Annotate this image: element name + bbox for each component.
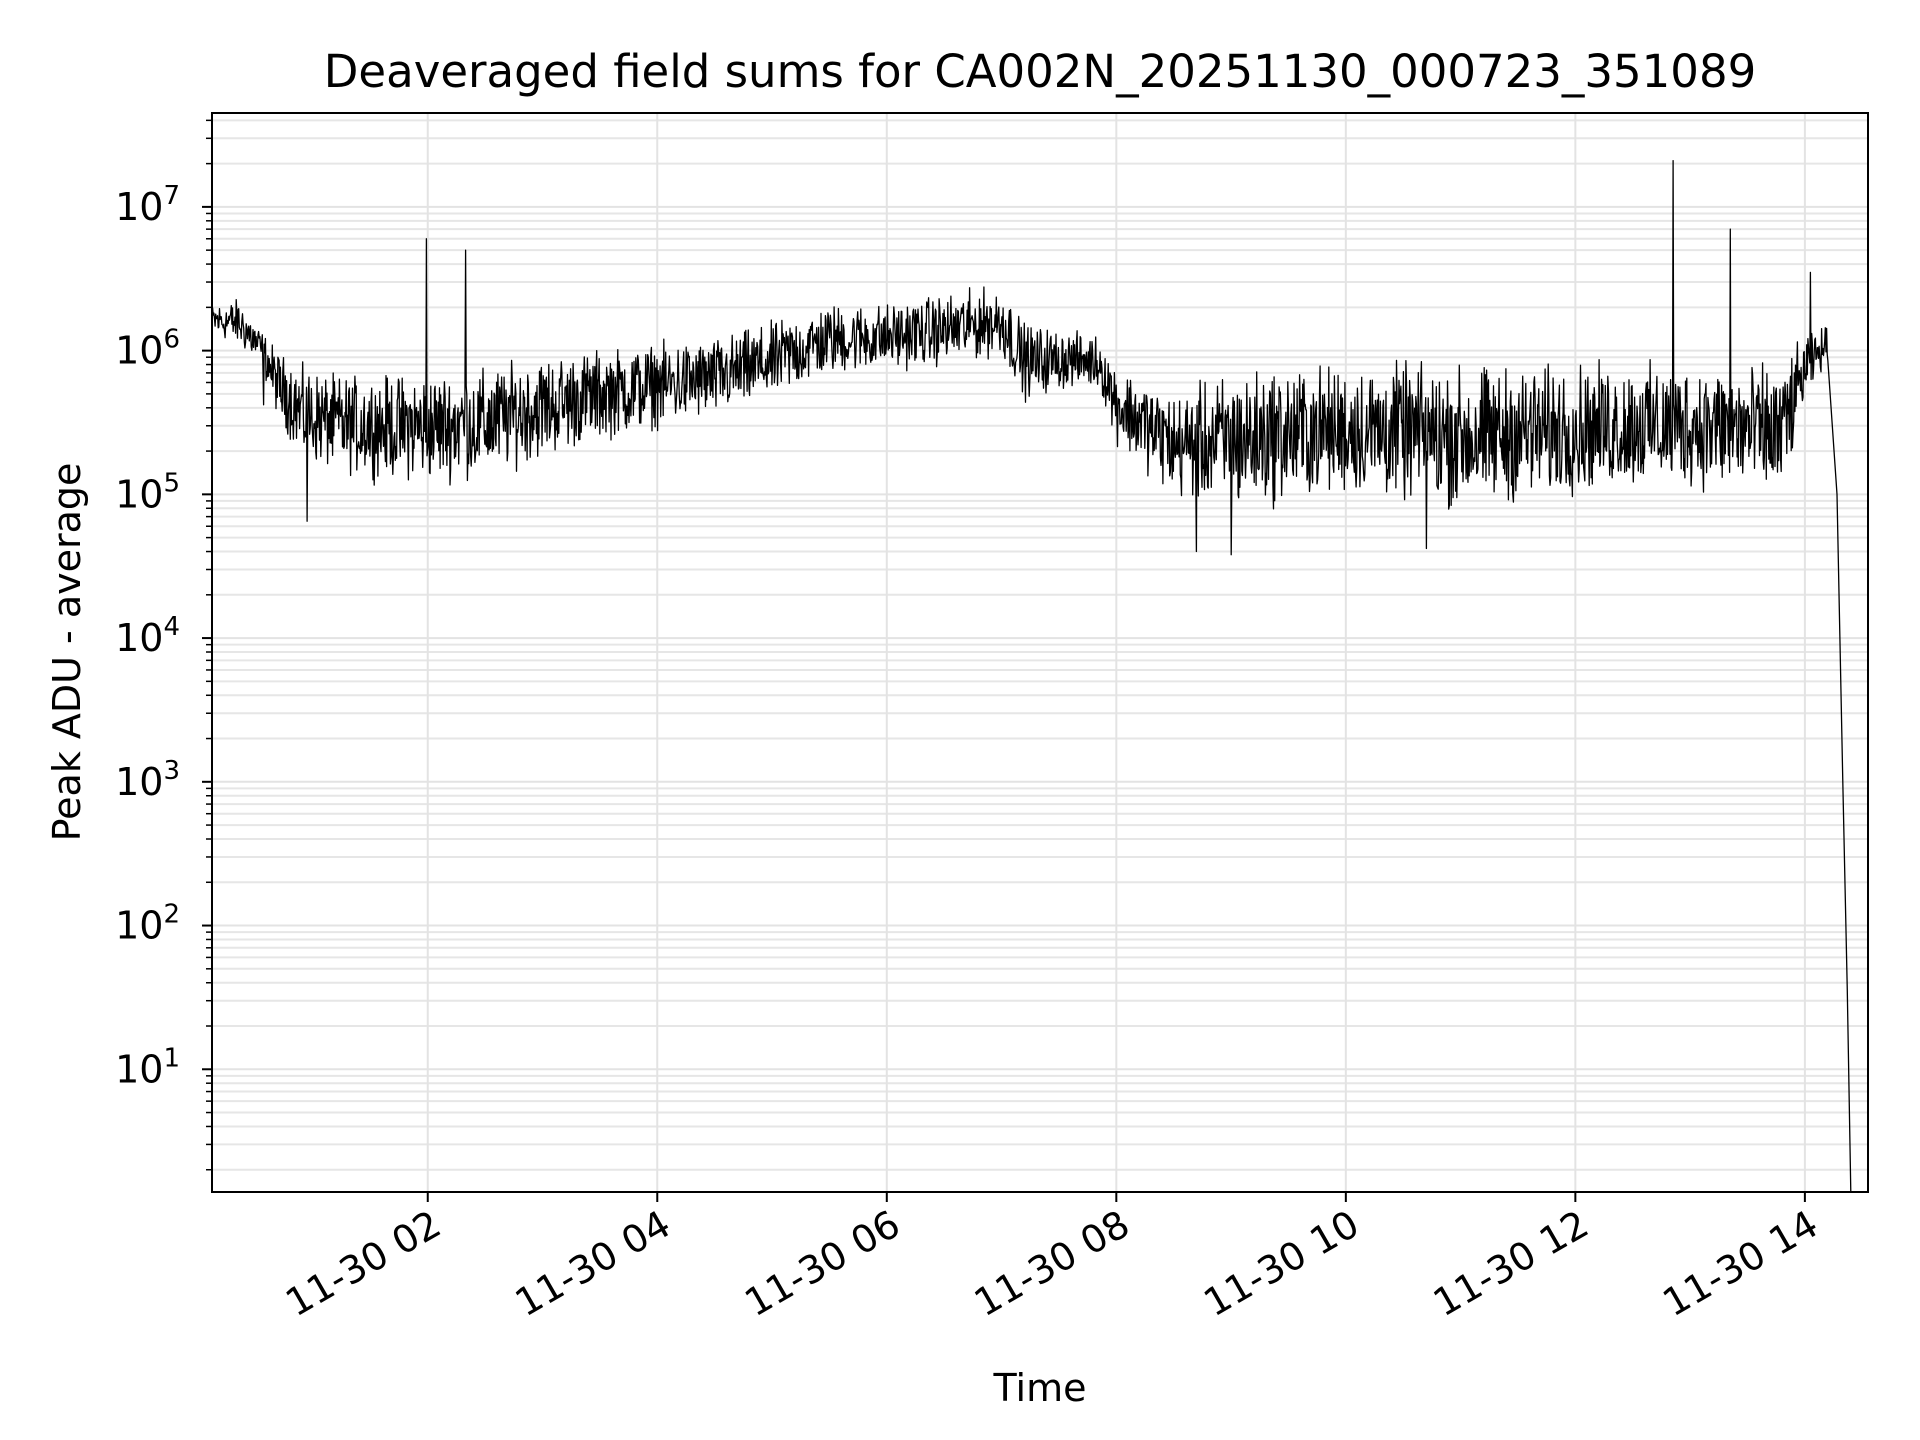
data-line bbox=[211, 159, 1852, 1193]
y-tick-label: 104 bbox=[115, 612, 180, 660]
x-tick-label: 11-30 04 bbox=[508, 1202, 678, 1326]
x-tick-label: 11-30 12 bbox=[1426, 1202, 1596, 1326]
y-tick-label: 102 bbox=[115, 900, 180, 948]
x-axis: 11-30 02 11-30 04 11-30 06 11-30 08 11-30 10… bbox=[278, 1192, 1825, 1325]
x-tick-label: 11-30 02 bbox=[278, 1202, 448, 1326]
x-axis-label: Time bbox=[993, 1366, 1087, 1410]
y-axis: 101 102 103 104 105 106 107 bbox=[115, 119, 212, 1171]
y-tick-label: 106 bbox=[115, 325, 180, 373]
y-axis-label: Peak ADU - average bbox=[45, 463, 89, 842]
y-tick-label: 103 bbox=[115, 756, 180, 804]
y-tick-label: 105 bbox=[115, 468, 180, 516]
series-line bbox=[211, 159, 1852, 1193]
x-tick-label: 11-30 14 bbox=[1655, 1202, 1825, 1326]
x-tick-label: 11-30 08 bbox=[967, 1202, 1137, 1326]
x-tick-label: 11-30 10 bbox=[1196, 1202, 1366, 1326]
x-tick-label: 11-30 06 bbox=[737, 1202, 907, 1326]
chart-title: Deaveraged field sums for CA002N_2025113… bbox=[324, 45, 1756, 98]
y-tick-label: 101 bbox=[115, 1043, 180, 1091]
grid bbox=[212, 113, 1868, 1192]
y-tick-label: 107 bbox=[115, 181, 180, 229]
